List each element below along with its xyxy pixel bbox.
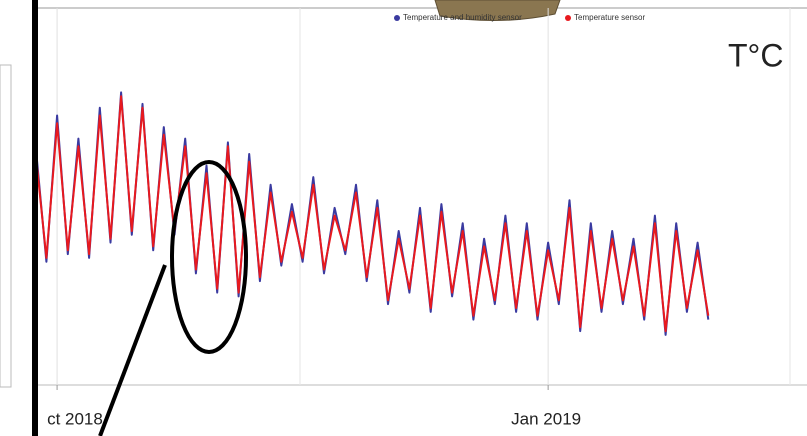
plot: [34, 91, 710, 336]
legend-marker: [394, 15, 400, 21]
left-bar: [32, 0, 38, 436]
pointer-line: [98, 264, 167, 436]
photo-fragment: [434, 0, 561, 22]
legend: Temperature and humidity sensor Temperatu…: [394, 13, 645, 22]
x-tick-label: ct 2018: [47, 409, 103, 428]
grid: [56, 8, 549, 390]
x-tick-label: Jan 2019: [511, 409, 581, 428]
adjacent-panel: [0, 64, 12, 388]
legend-marker: [565, 15, 571, 21]
legend-label: Temperature and humidity sensor: [403, 13, 522, 22]
highlight-ellipse: [170, 160, 248, 354]
annotation: T°C: [728, 37, 783, 73]
series-line: [34, 91, 710, 336]
legend-label: Temperature sensor: [574, 13, 645, 22]
series-line: [34, 95, 710, 333]
